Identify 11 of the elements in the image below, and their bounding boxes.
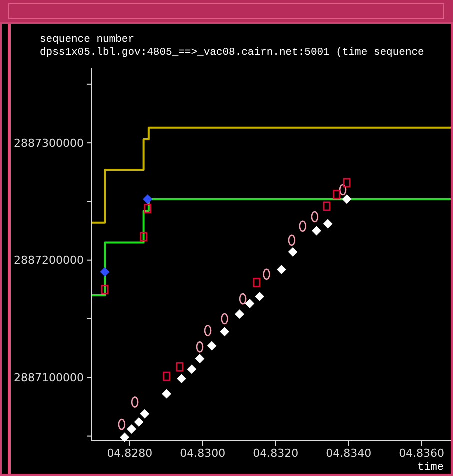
- y-axis-title: sequence number: [40, 34, 135, 46]
- y-tick-label: 2887100000: [14, 372, 84, 385]
- chart-title: dpss1x05.lbl.gov:4805_==>_vac08.cairn.net:5001 (time sequence: [40, 47, 424, 59]
- y-tick-label: 2887300000: [14, 136, 84, 150]
- x-tick-label: 04.8360: [399, 447, 445, 460]
- y-tick-label: 2887200000: [14, 254, 84, 268]
- x-tick-label: 04.8320: [253, 447, 299, 460]
- x-tick-label: 04.8280: [107, 447, 153, 460]
- x-tick-label: 04.8340: [326, 447, 372, 460]
- x-tick-label: 04.8300: [180, 447, 226, 460]
- x-axis-title: time: [418, 462, 444, 474]
